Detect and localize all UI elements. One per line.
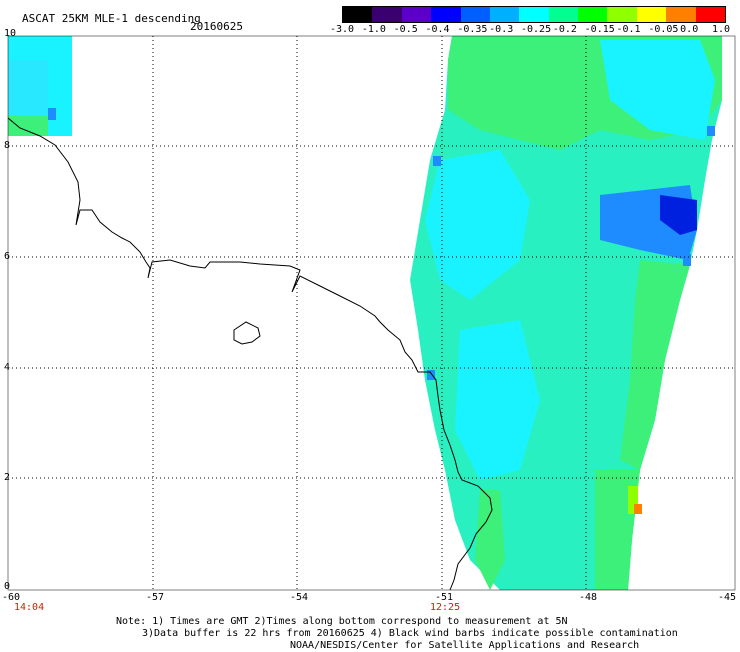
swath-top-left (8, 36, 72, 136)
graticule (8, 36, 735, 590)
colorbar-segment (372, 7, 403, 22)
swath-main (410, 36, 722, 590)
map-frame (7, 35, 736, 591)
colorbar-segment (695, 7, 726, 22)
lon-label-57w: -57 (146, 592, 165, 603)
colorbar-label: -3.0 (330, 24, 355, 35)
colorbar-segment (489, 7, 520, 22)
colorbar-label: -0.35 (457, 24, 488, 35)
lon-label-60w: -60 (2, 592, 21, 603)
colorbar-label: -0.15 (584, 24, 615, 35)
lon-label-54w: -54 (290, 592, 309, 603)
lat-label-0: 0 (4, 581, 11, 592)
lat-label-6: 6 (4, 251, 11, 262)
colorbar-label: 0.0 (680, 24, 699, 35)
colorbar-strip (342, 6, 726, 23)
lon-label-45w: -45 (718, 592, 737, 603)
colorbar-segment (578, 7, 608, 22)
footer-note-line1: Note: 1) Times are GMT 2)Times along bot… (116, 616, 568, 627)
colorbar-label: -0.1 (616, 24, 641, 35)
footer-credit: NOAA/NESDIS/Center for Satellite Applica… (290, 640, 640, 651)
colorbar-segment (519, 7, 550, 22)
colorbar-label: -0.5 (393, 24, 418, 35)
colorbar-label: -0.05 (648, 24, 679, 35)
colorbar-label: -0.25 (521, 24, 552, 35)
pass-time-left: 14:04 (14, 602, 45, 613)
colorbar-segment (431, 7, 462, 22)
lat-label-8: 8 (4, 140, 11, 151)
colorbar-label: -0.2 (552, 24, 577, 35)
lat-label-4: 4 (4, 362, 11, 373)
colorbar-segment (666, 7, 697, 22)
lon-label-48w: -48 (579, 592, 598, 603)
lat-label-10: 10 (4, 28, 17, 39)
map-date: 20160625 (190, 20, 243, 33)
lat-label-2: 2 (4, 472, 11, 483)
colorbar-label: -0.4 (425, 24, 450, 35)
colorbar-segment (401, 7, 432, 22)
lon-label-51w: -51 (435, 592, 454, 603)
colorbar-label: -0.3 (489, 24, 514, 35)
colorbar-label: -1.0 (361, 24, 386, 35)
pass-time-right: 12:25 (430, 602, 461, 613)
colorbar-segment (636, 7, 667, 22)
colorbar-segment (343, 7, 373, 22)
map-title: ASCAT 25KM MLE-1 descending (22, 12, 201, 25)
coastline (7, 117, 493, 591)
colorbar-segment (460, 7, 491, 22)
colorbar-segment (607, 7, 638, 22)
footer-note-line2: 3)Data buffer is 22 hrs from 20160625 4)… (142, 628, 678, 639)
colorbar-segment (548, 7, 579, 22)
colorbar-label: 1.0 (712, 24, 731, 35)
